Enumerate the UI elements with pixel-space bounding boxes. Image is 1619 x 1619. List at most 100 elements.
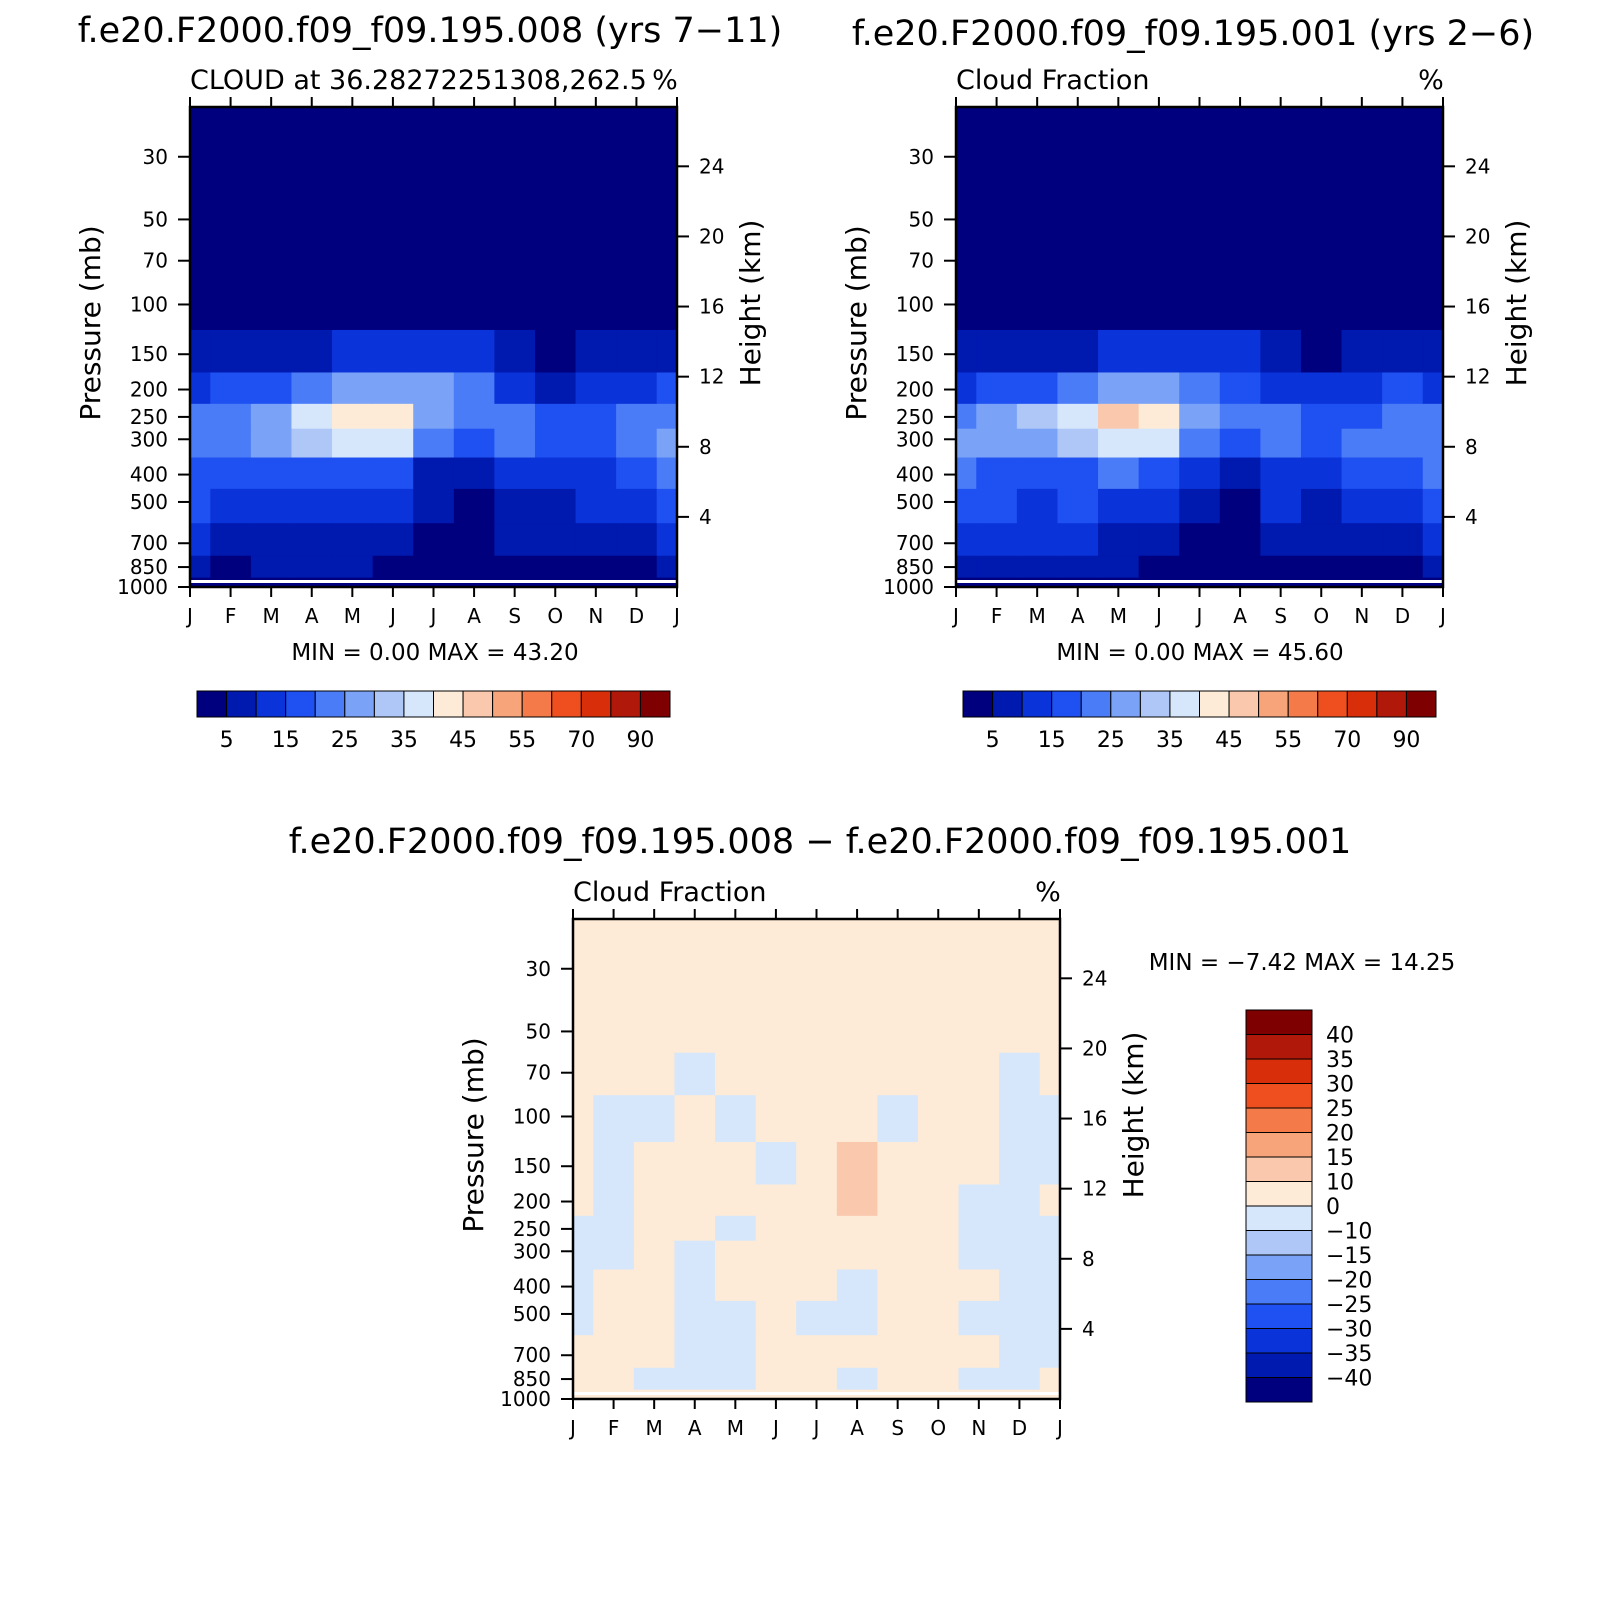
right-cell: [1300, 428, 1343, 458]
diff-colorbar-label: 35: [1326, 1048, 1354, 1073]
diff-cell: [633, 1300, 676, 1336]
diff-cell: [917, 1000, 960, 1053]
left-x-tick-label: J: [672, 604, 680, 628]
left-cell: [413, 456, 455, 489]
right-cell: [1341, 488, 1383, 524]
diff-cell: [674, 1000, 716, 1053]
right-cell: [976, 371, 1018, 404]
right-cell: [956, 107, 977, 189]
diff-cell: [796, 1000, 838, 1053]
diff-cell: [1039, 1268, 1061, 1301]
left-cell: [575, 240, 617, 284]
right-y-tick-label: 30: [909, 145, 934, 169]
left-cell: [291, 488, 333, 524]
left-min-max: MIN = 0.00 MAX = 43.20: [291, 640, 578, 666]
diff-cell: [796, 1367, 838, 1390]
left-cell: [616, 555, 658, 578]
left-cell: [190, 428, 211, 458]
right-y-tick-label: 70: [909, 249, 934, 273]
diff-y-tick-label: 70: [526, 1061, 551, 1085]
diff-cell: [633, 919, 676, 1001]
left-cell: [291, 107, 333, 189]
right-cell: [956, 522, 977, 556]
left-colorbar-label: 90: [626, 728, 654, 753]
right-y2-tick-label: 16: [1465, 295, 1490, 319]
left-cell: [332, 188, 374, 241]
diff-cell: [633, 1367, 676, 1390]
left-colorbar-box: [403, 690, 434, 718]
left-y2-tick-label: 8: [699, 435, 712, 459]
left-min-max-part: 43.20: [513, 640, 579, 666]
left-cell: [372, 329, 414, 373]
left-cell: [250, 488, 293, 524]
left-cell: [372, 282, 414, 330]
diff-x-tick-label: F: [608, 1416, 620, 1440]
right-y-tick-label: 700: [896, 531, 934, 555]
diff-cell: [715, 1141, 757, 1185]
right-cell: [1016, 428, 1059, 458]
right-cell: [1016, 403, 1059, 429]
right-colorbar-box: [1228, 690, 1260, 718]
diff-min-max-part: MIN =: [1149, 950, 1219, 976]
left-cell: [332, 107, 374, 189]
diff-colorbar-box: [1245, 1156, 1313, 1182]
diff-cell: [573, 1094, 594, 1142]
diff-cell: [958, 1215, 1000, 1241]
right-cell: [1098, 107, 1140, 189]
right-cell: [1098, 371, 1140, 404]
diff-colorbar-box: [1245, 1181, 1313, 1207]
left-cell: [210, 522, 252, 556]
diff-cell: [674, 1300, 716, 1336]
diff-cell: [573, 1240, 594, 1270]
left-colorbar: 5 15 25 35 45 55 70 90: [196, 690, 671, 753]
right-cell: [1219, 329, 1261, 373]
left-colorbar-label: 55: [508, 728, 536, 753]
left-cell: [413, 240, 455, 284]
right-cell: [976, 329, 1018, 373]
diff-cell: [917, 1094, 960, 1142]
diff-cell: [593, 1094, 635, 1142]
left-x-tick-label: F: [225, 604, 237, 628]
left-cell: [332, 522, 374, 556]
right-min-max-part: 0.00: [1134, 640, 1185, 666]
left-cell: [291, 329, 333, 373]
left-cell: [332, 282, 374, 330]
left-cell: [332, 329, 374, 373]
left-cell: [190, 555, 211, 578]
right-cell: [956, 456, 977, 489]
right-cell: [1260, 329, 1302, 373]
right-cell: [1260, 555, 1302, 578]
right-y2-tick-label: 4: [1465, 505, 1478, 529]
left-cell: [250, 240, 293, 284]
right-y-tick-label: 250: [896, 405, 934, 429]
diff-cell: [674, 1215, 716, 1241]
left-x-tick-label: O: [547, 604, 563, 628]
right-cell: [1138, 522, 1180, 556]
left-cell: [575, 488, 617, 524]
left-cell: [453, 522, 495, 556]
left-cell: [210, 428, 252, 458]
right-cell: [1016, 240, 1059, 284]
diff-cell: [1039, 1334, 1061, 1368]
right-colorbar-label: 25: [1097, 728, 1125, 753]
right-colorbar-box: [1199, 690, 1230, 718]
diff-cell: [1039, 1183, 1061, 1216]
right-cell: [1300, 240, 1343, 284]
left-cell: [190, 403, 211, 429]
right-cell: [1341, 522, 1383, 556]
left-surface-gap: [190, 580, 677, 583]
right-min-max: MIN = 0.00 MAX = 45.60: [1056, 640, 1343, 666]
diff-colorbar-label: −30: [1326, 1318, 1372, 1343]
right-cell: [1098, 456, 1140, 489]
right-cell: [1300, 403, 1343, 429]
diff-colorbar-label: 10: [1326, 1171, 1354, 1196]
right-cell: [1382, 488, 1424, 524]
right-cell: [1422, 282, 1444, 330]
left-cell: [616, 488, 658, 524]
left-cell: [413, 488, 455, 524]
right-y-tick-label: 850: [896, 555, 934, 579]
right-cell: [956, 188, 977, 241]
diff-cell: [715, 1000, 757, 1053]
right-cell: [1179, 403, 1221, 429]
right-cell: [1179, 371, 1221, 404]
